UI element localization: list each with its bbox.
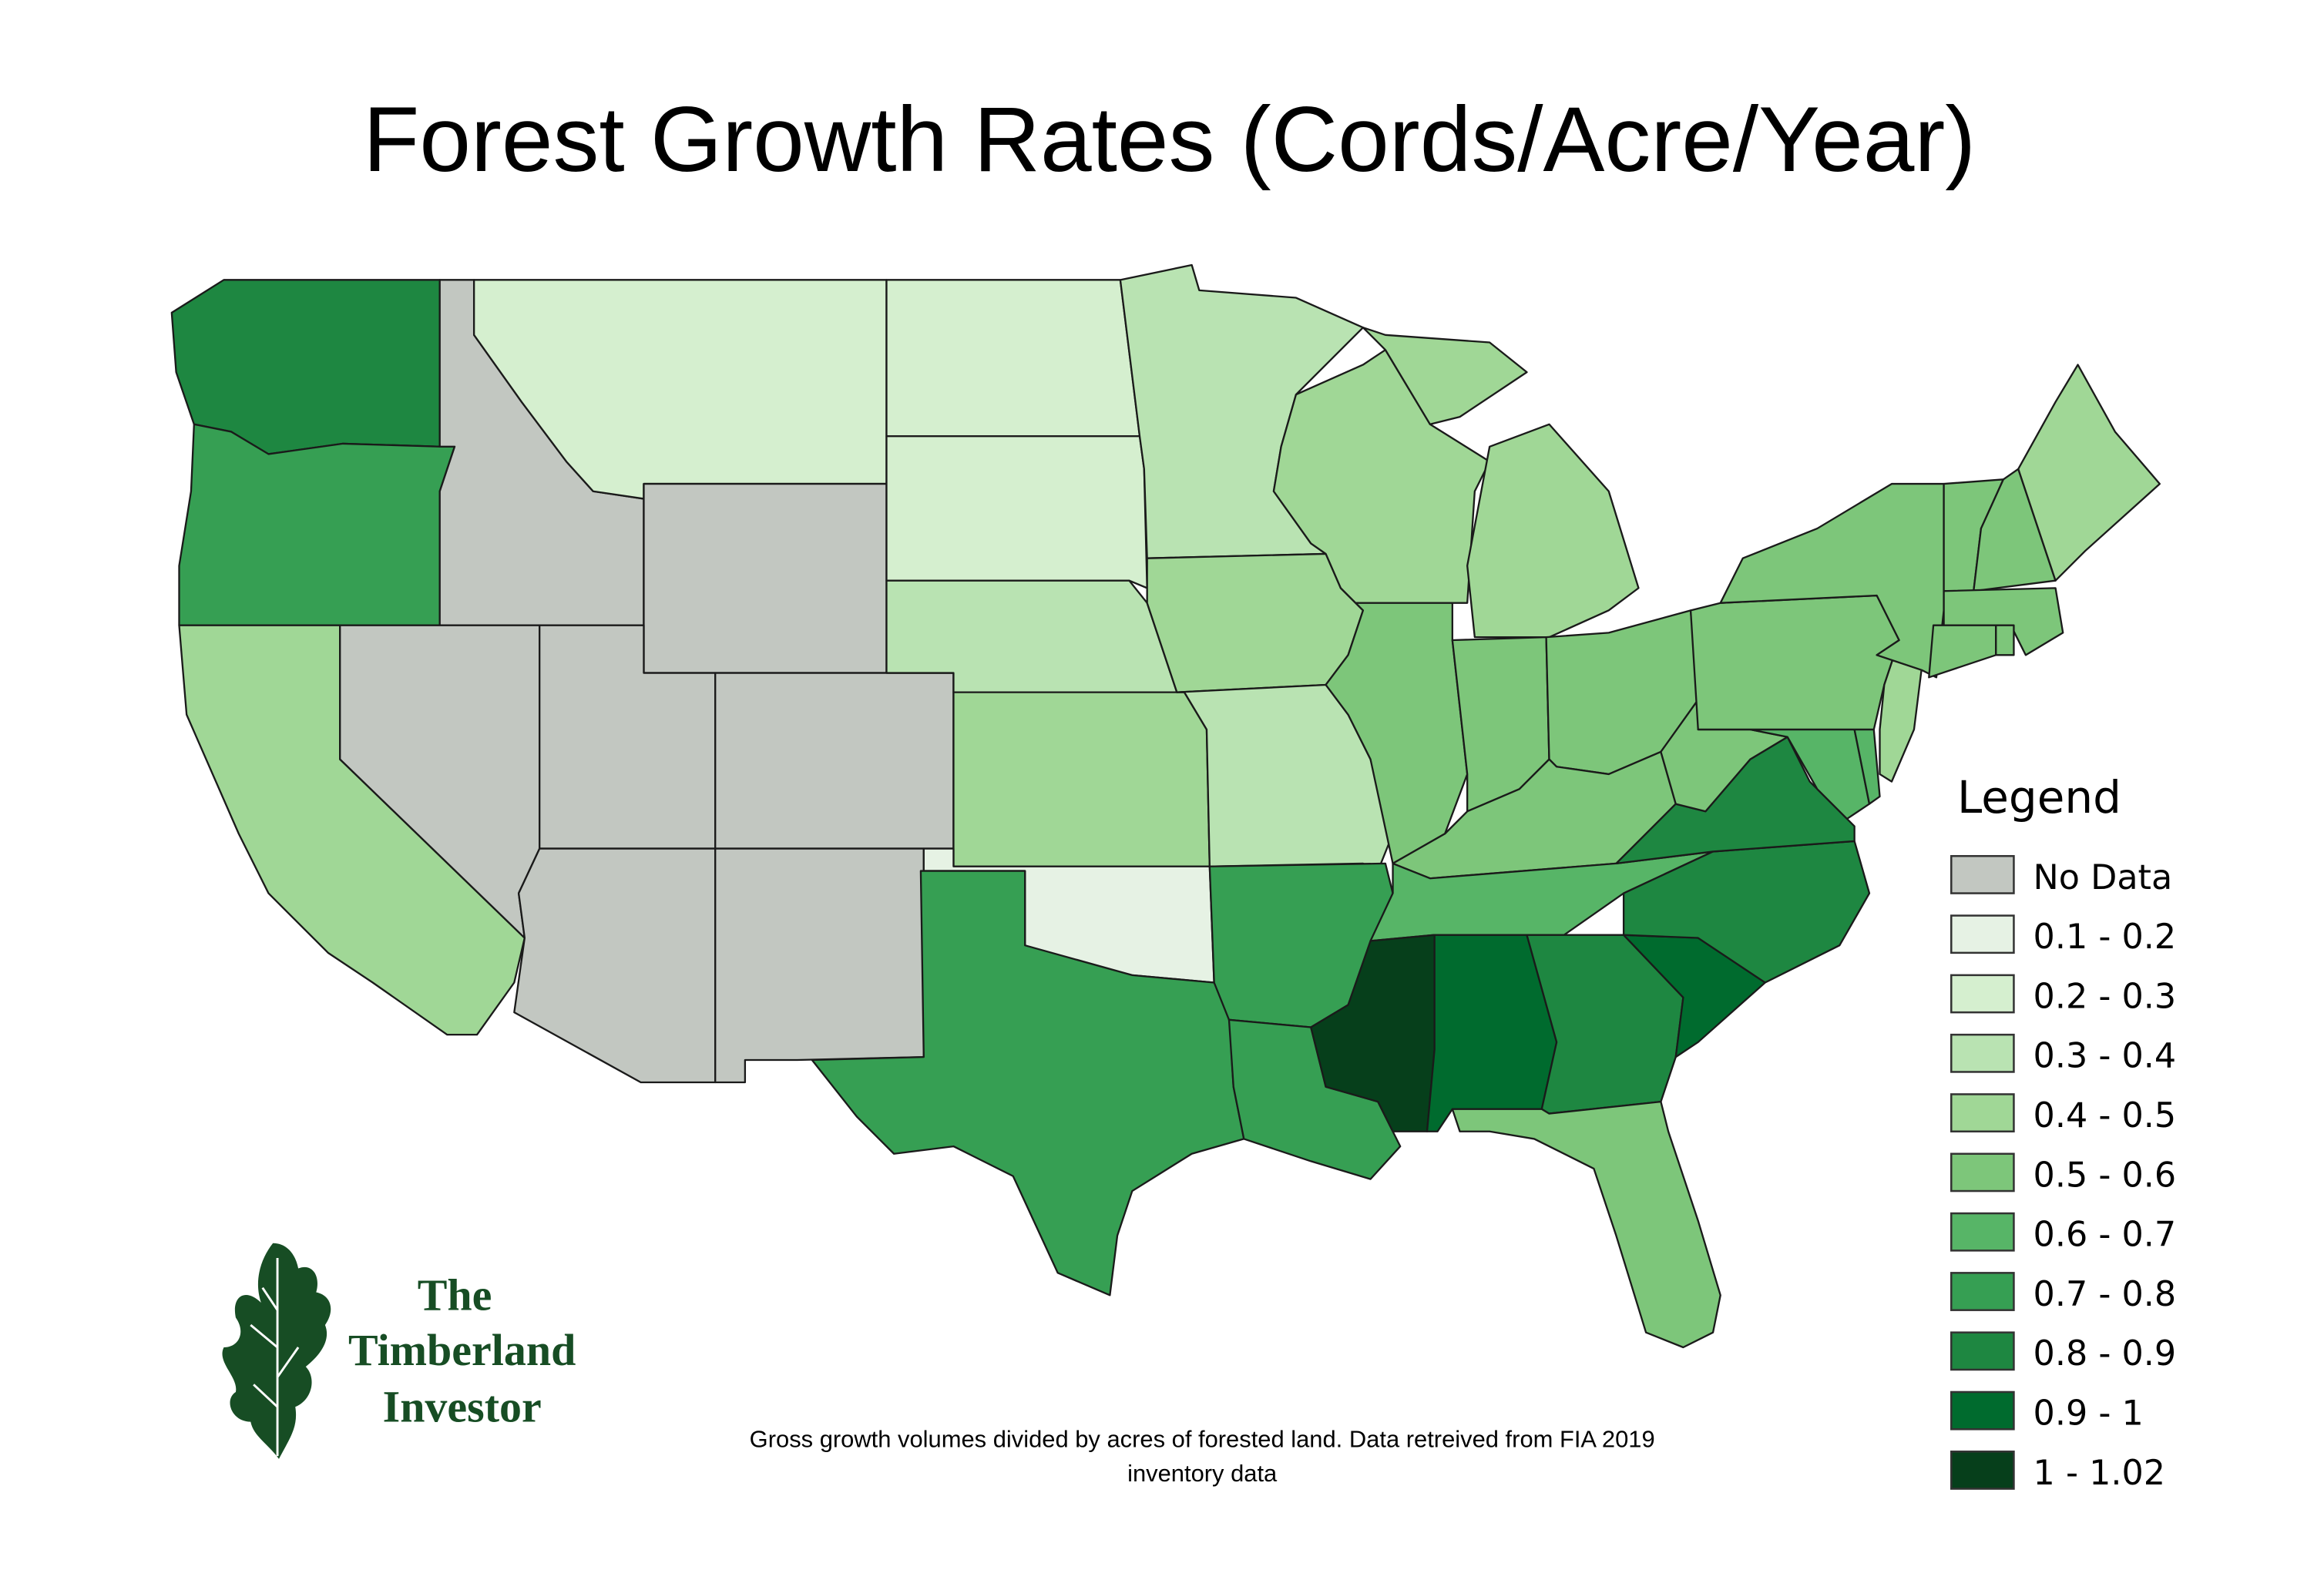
- logo-line-2: Timberland: [348, 1325, 576, 1375]
- state-mi: [1362, 327, 1528, 425]
- state-or: [178, 423, 456, 626]
- logo-line-3: Investor: [383, 1382, 542, 1432]
- legend-swatch: [1950, 1033, 2015, 1073]
- legend-swatch: [1950, 1451, 2015, 1490]
- legend-swatch: [1950, 1093, 2015, 1133]
- us-states-map: [170, 263, 2161, 1349]
- legend-swatch: [1950, 854, 2015, 894]
- legend-swatch: [1950, 1390, 2015, 1431]
- state-ia: [1146, 552, 1365, 693]
- state-ks: [952, 691, 1211, 867]
- logo: The Timberland Investor: [222, 1243, 576, 1459]
- legend-label: No Data: [2034, 858, 2173, 897]
- state-nd: [885, 279, 1141, 438]
- state-ri: [1995, 624, 2015, 656]
- state-nm: [714, 847, 925, 1084]
- logo-line-1: The: [418, 1270, 492, 1320]
- state-tn: [1369, 850, 1714, 942]
- state-fl: [1451, 1100, 1721, 1349]
- state-az: [513, 847, 717, 1084]
- state-nc: [1622, 840, 1871, 984]
- legend-label: 0.9 - 1: [2034, 1394, 2144, 1433]
- legend-swatch: [1950, 1152, 2015, 1192]
- legend-swatch: [1950, 1331, 2015, 1371]
- state-co: [714, 672, 955, 850]
- legend-label: 0.2 - 0.3: [2034, 977, 2177, 1016]
- legend-label: 0.4 - 0.5: [2034, 1096, 2177, 1135]
- legend-label: 0.3 - 0.4: [2034, 1037, 2177, 1076]
- state-pa: [1689, 594, 1900, 731]
- legend-title: Legend: [1957, 771, 2121, 824]
- state-mi: [1466, 423, 1640, 639]
- caption-line-1: Gross growth volumes divided by acres of…: [750, 1425, 1655, 1452]
- legend-label: 0.5 - 0.6: [2034, 1156, 2177, 1195]
- legend-swatch: [1950, 1272, 2015, 1311]
- state-sd: [885, 435, 1148, 589]
- state-ct: [1928, 624, 1997, 679]
- oak-leaf-icon: [222, 1243, 331, 1459]
- legend-label: 0.1 - 0.2: [2034, 917, 2177, 957]
- state-me: [2017, 364, 2161, 582]
- state-il: [1325, 602, 1469, 865]
- state-tx: [811, 870, 1245, 1296]
- legend-label: 0.6 - 0.7: [2034, 1216, 2177, 1255]
- legend-swatch: [1950, 974, 2015, 1014]
- legend-swatch: [1950, 914, 2015, 954]
- legend: Legend No Data 0.1 - 0.2 0.2 - 0.3 0.3 - 0.…: [1950, 771, 2177, 1493]
- state-nh: [1973, 468, 2057, 592]
- state-wy: [643, 482, 888, 674]
- legend-swatch: [1950, 1212, 2015, 1252]
- legend-label: 0.7 - 0.8: [2034, 1275, 2177, 1314]
- map-title: Forest Growth Rates (Cords/Acre/Year): [363, 89, 1976, 191]
- caption-line-2: inventory data: [1127, 1460, 1278, 1487]
- legend-label: 1 - 1.02: [2034, 1454, 2166, 1493]
- legend-label: 0.8 - 0.9: [2034, 1334, 2177, 1374]
